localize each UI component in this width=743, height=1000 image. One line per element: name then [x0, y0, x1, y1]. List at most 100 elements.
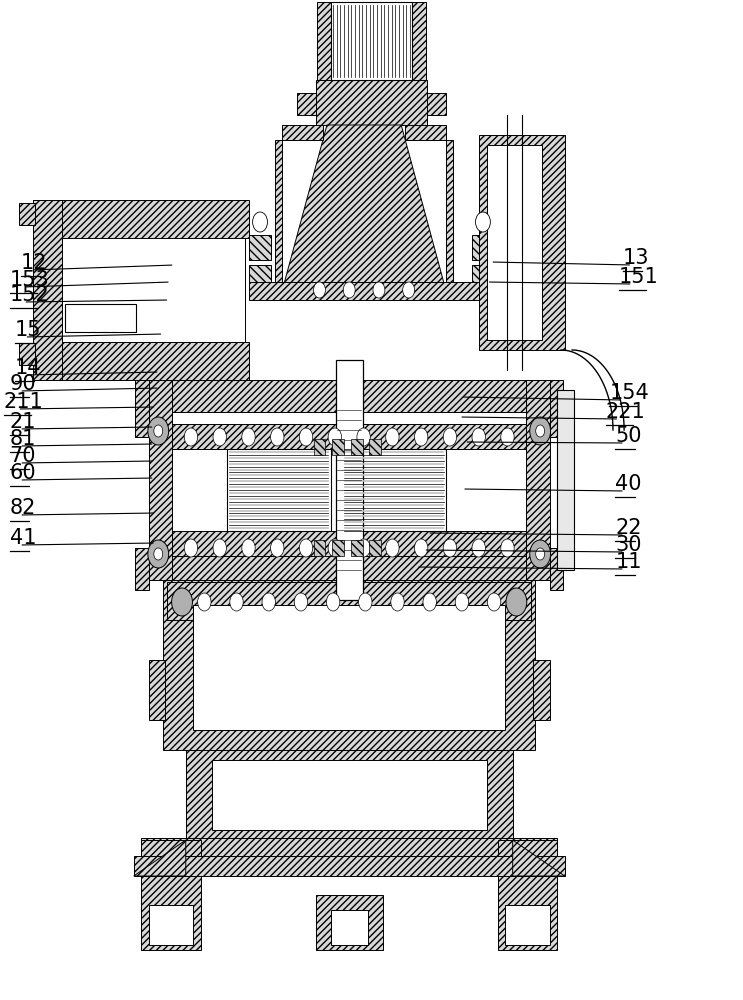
Circle shape: [530, 540, 551, 568]
Polygon shape: [349, 620, 438, 715]
Text: 41: 41: [10, 528, 36, 548]
Bar: [314, 439, 325, 455]
Bar: [332, 540, 344, 556]
Circle shape: [154, 425, 163, 437]
Bar: [557, 390, 574, 570]
Circle shape: [328, 428, 342, 446]
Bar: [227, 449, 331, 531]
Bar: [526, 380, 550, 580]
Text: 30: 30: [615, 535, 642, 555]
Circle shape: [444, 539, 457, 557]
Bar: [19, 343, 35, 365]
Bar: [172, 531, 526, 556]
Bar: [141, 838, 557, 858]
Bar: [172, 424, 526, 449]
Bar: [487, 145, 542, 340]
Circle shape: [386, 428, 399, 446]
Circle shape: [415, 428, 428, 446]
Bar: [550, 548, 563, 590]
Bar: [357, 765, 412, 825]
Circle shape: [270, 539, 284, 557]
Bar: [498, 840, 557, 950]
Circle shape: [386, 539, 399, 557]
Bar: [331, 910, 368, 945]
Bar: [472, 235, 494, 260]
Text: 40: 40: [615, 474, 642, 494]
Bar: [167, 582, 531, 620]
Bar: [342, 449, 446, 531]
Bar: [149, 660, 165, 720]
Text: 211: 211: [4, 392, 43, 412]
Text: 12: 12: [21, 253, 48, 273]
Polygon shape: [282, 125, 446, 290]
Bar: [533, 660, 550, 720]
Circle shape: [241, 539, 255, 557]
Bar: [141, 840, 201, 950]
Text: 60: 60: [10, 463, 36, 483]
Text: 15: 15: [15, 320, 42, 340]
Bar: [369, 439, 381, 455]
Circle shape: [326, 593, 340, 611]
Circle shape: [506, 588, 527, 616]
Text: 11: 11: [615, 552, 642, 572]
Circle shape: [391, 593, 404, 611]
Bar: [149, 380, 550, 412]
Circle shape: [294, 593, 308, 611]
Circle shape: [299, 539, 313, 557]
Circle shape: [314, 282, 325, 298]
Bar: [215, 765, 271, 825]
Text: 13: 13: [623, 248, 649, 268]
Circle shape: [536, 425, 545, 437]
Bar: [215, 292, 245, 314]
Polygon shape: [134, 840, 186, 876]
Bar: [314, 540, 325, 556]
Bar: [505, 905, 550, 945]
Bar: [193, 605, 505, 730]
Text: 14: 14: [15, 358, 42, 378]
Circle shape: [241, 428, 255, 446]
Text: 21: 21: [10, 412, 36, 432]
Circle shape: [501, 428, 514, 446]
Text: 151: 151: [619, 267, 658, 287]
Bar: [134, 856, 565, 876]
Circle shape: [373, 282, 385, 298]
Bar: [186, 750, 513, 840]
Text: 90: 90: [10, 374, 36, 394]
Circle shape: [299, 428, 313, 446]
Bar: [331, 2, 412, 80]
Bar: [550, 380, 563, 437]
Circle shape: [472, 539, 485, 557]
Bar: [249, 282, 479, 300]
Bar: [351, 540, 363, 556]
Bar: [351, 439, 363, 455]
Text: 81: 81: [10, 429, 36, 449]
Bar: [369, 540, 381, 556]
Circle shape: [444, 428, 457, 446]
Circle shape: [423, 593, 436, 611]
Circle shape: [415, 539, 428, 557]
Circle shape: [270, 428, 284, 446]
Bar: [33, 200, 249, 238]
Circle shape: [184, 539, 198, 557]
Bar: [316, 80, 427, 125]
Bar: [33, 342, 249, 380]
Text: 154: 154: [609, 383, 649, 403]
Circle shape: [472, 428, 485, 446]
Bar: [65, 304, 136, 332]
Circle shape: [357, 428, 370, 446]
Bar: [135, 548, 149, 590]
Bar: [336, 360, 363, 600]
Text: 82: 82: [10, 498, 36, 518]
Bar: [249, 235, 271, 260]
Bar: [149, 548, 550, 580]
Circle shape: [184, 428, 198, 446]
Bar: [33, 200, 62, 380]
Bar: [297, 93, 316, 115]
Circle shape: [455, 593, 469, 611]
Text: 221: 221: [606, 402, 645, 422]
Circle shape: [328, 539, 342, 557]
Circle shape: [148, 417, 169, 445]
Circle shape: [148, 540, 169, 568]
Text: 153: 153: [10, 270, 49, 290]
Circle shape: [359, 593, 372, 611]
